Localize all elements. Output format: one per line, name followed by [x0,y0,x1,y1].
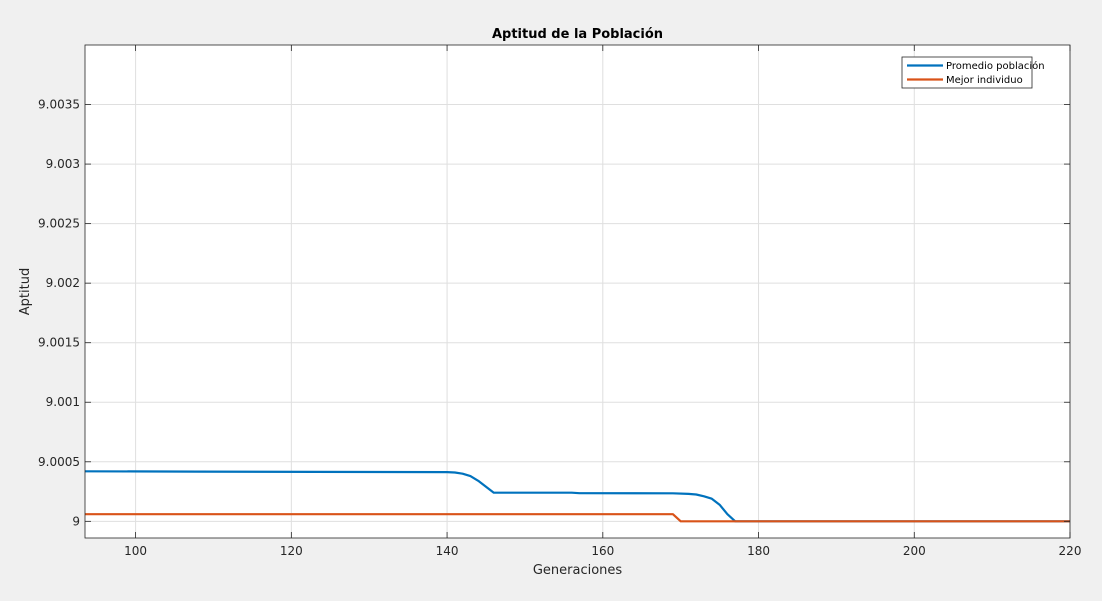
y-axis-title: Aptitud [18,268,33,315]
y-tick-label: 9.0035 [38,98,80,112]
y-tick-label: 9 [72,514,80,528]
x-tick-label: 140 [436,544,459,558]
y-tick-label: 9.002 [46,276,80,290]
series-lines [84,470,1070,523]
x-tick-label: 200 [903,544,926,558]
x-tick-label: 220 [1059,544,1082,558]
legend-box [901,56,1033,89]
y-tick-label: 9.0015 [38,336,80,350]
legend-label-2: Mejor individuo [946,75,1023,86]
x-axis-title: Generaciones [533,563,623,578]
y-tick-labels: 9 9.0005 9.001 9.0015 9.002 9.0025 9.003 9.0035 [38,98,80,529]
x-tick-labels: 100 120 140 160 180 200 220 [124,544,1081,558]
legend-label-1: Promedio población [946,60,1045,72]
x-tick-label: 160 [591,544,614,558]
series-line-1 [84,470,1070,523]
grid-lines [85,45,1071,538]
y-tick-label: 9.003 [46,157,80,171]
series-line-2 [85,513,1070,523]
y-tick-label: 9.0005 [38,455,80,469]
plot-area [85,45,1070,538]
y-tick-label: 9.001 [46,395,80,409]
x-tick-label: 100 [124,544,147,558]
x-tick-label: 120 [280,544,303,558]
chart-title: Aptitud de la Población [492,27,663,42]
y-tick-label: 9.0025 [38,217,80,231]
plot-frame [84,44,1071,539]
x-tick-label: 180 [747,544,770,558]
legend: Promedio población Mejor individuo [901,56,1045,89]
